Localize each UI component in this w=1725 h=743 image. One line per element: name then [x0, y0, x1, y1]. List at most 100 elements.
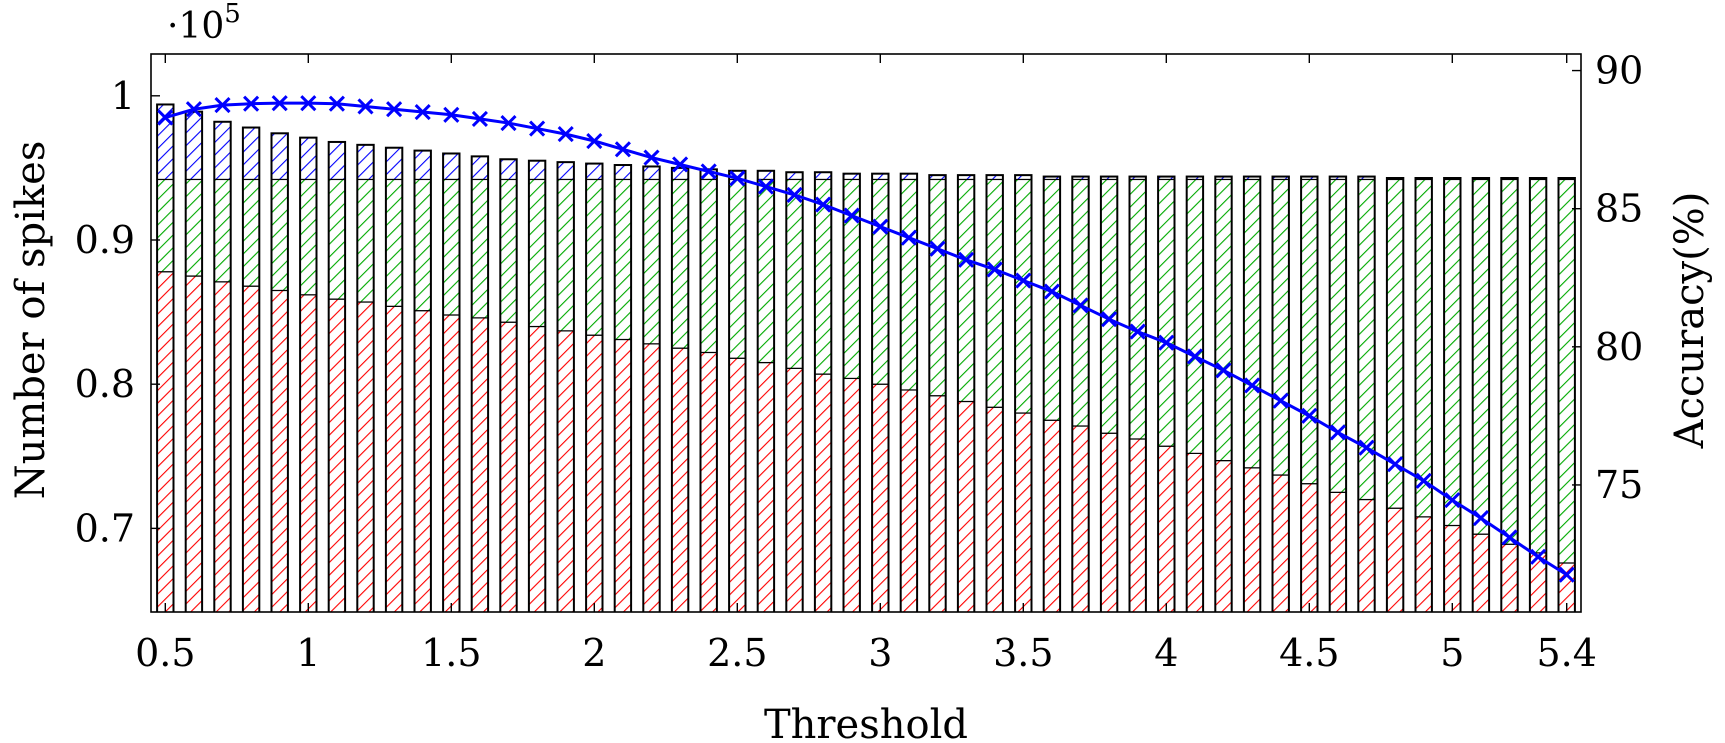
y-multiplier: ·105: [167, 0, 241, 47]
bar-red-segment: [471, 317, 489, 612]
y-right-tick-label: 90: [1595, 49, 1643, 93]
bar-red-segment: [699, 351, 718, 612]
bar-blue-segment: [585, 162, 604, 181]
bar-outline: [384, 146, 404, 612]
x-tick-label: 0.5: [135, 631, 195, 675]
bar-green-segment: [328, 178, 346, 300]
bar-blue-segment: [528, 160, 546, 181]
bar-green-segment: [728, 178, 747, 359]
accuracy-point: [1158, 334, 1175, 351]
accuracy-point: [1244, 377, 1261, 394]
bar-red-segment: [328, 298, 346, 612]
bar-green-segment: [928, 178, 947, 397]
bar-green-segment: [499, 178, 518, 323]
bar-blue-segment: [328, 141, 346, 181]
accuracy-point: [729, 170, 746, 187]
bar-red-segment: [1214, 460, 1233, 612]
bar-red-segment: [757, 361, 775, 612]
accuracy-point: [700, 163, 717, 180]
y-left-tick-label: 0.7: [75, 506, 135, 550]
bar-outline: [527, 159, 547, 612]
bar-outline: [413, 149, 432, 612]
accuracy-point: [1329, 424, 1346, 441]
bar-red-segment: [413, 310, 432, 612]
bar-outline: [1157, 175, 1176, 612]
bar-outline: [556, 161, 575, 612]
accuracy-point: [214, 97, 231, 114]
accuracy-point: [958, 251, 975, 268]
accuracy-point: [1415, 472, 1432, 489]
bar-blue-segment: [757, 170, 775, 181]
bar-green-segment: [585, 178, 604, 336]
bar-red-segment: [1329, 491, 1347, 612]
bar-outline: [842, 172, 861, 612]
bar-blue-segment: [213, 121, 232, 181]
accuracy-point: [1444, 492, 1461, 509]
accuracy-point: [1129, 323, 1146, 340]
bar-outline: [871, 172, 890, 612]
bar-green-segment: [213, 178, 232, 283]
bar-green-segment: [471, 178, 489, 319]
bar-outline: [785, 171, 804, 612]
bar-blue-segment: [242, 126, 260, 181]
bar-red-segment: [957, 400, 975, 612]
bar-outline: [270, 132, 289, 612]
y-left-tick-label: 0.9: [75, 218, 135, 262]
bar-outline: [1385, 177, 1405, 612]
accuracy-point: [586, 132, 603, 150]
accuracy-point: [843, 207, 860, 224]
bar-green-segment: [270, 178, 289, 292]
bar-outline: [813, 171, 833, 612]
bar-outline: [956, 174, 976, 612]
bar-outline: [899, 172, 919, 612]
bar-outline: [1328, 175, 1348, 612]
accuracy-point: [557, 126, 574, 143]
bar-red-segment: [242, 285, 260, 612]
bar-green-segment: [871, 178, 890, 385]
bar-outline: [241, 126, 261, 612]
accuracy-point: [157, 109, 174, 126]
bar-red-segment: [1043, 419, 1061, 612]
bar-outline: [1014, 174, 1033, 612]
bar-red-segment: [1271, 474, 1290, 612]
bar-outline: [985, 174, 1004, 612]
bar-red-segment: [270, 289, 289, 612]
accuracy-point: [271, 95, 288, 112]
bar-red-segment: [1443, 524, 1462, 612]
bar-green-segment: [556, 178, 575, 332]
bar-outline: [156, 103, 175, 612]
bar-green-segment: [185, 178, 203, 277]
bar-blue-segment: [471, 155, 489, 181]
bar-green-segment: [1014, 178, 1033, 414]
accuracy-point: [386, 101, 403, 118]
ticks-layer: 0.5 1 1.5 2 2.5 3 3.5 4 4.5 5 5.4 0.7 0.8 0.9 1 75 80 85 9…: [75, 49, 1644, 675]
x-axis-title: Threshold: [764, 702, 968, 743]
accuracy-line: [164, 101, 1568, 576]
accuracy-point: [1530, 548, 1547, 565]
bar-blue-segment: [785, 171, 804, 181]
bar-green-segment: [1271, 178, 1290, 476]
bar-outline: [1557, 177, 1576, 612]
bar-green-segment: [785, 178, 804, 369]
bar-outline: [756, 169, 776, 612]
accuracy-point: [900, 229, 917, 246]
bar-green-segment: [1443, 178, 1462, 527]
bar-green-segment: [413, 178, 432, 312]
bar-blue-segment: [642, 165, 661, 181]
bar-green-segment: [528, 178, 546, 328]
accuracy-point: [757, 178, 774, 195]
x-tick-label: 4: [1154, 631, 1178, 675]
bar-red-segment: [1300, 483, 1319, 612]
accuracy-point: [929, 240, 946, 257]
bar-green-segment: [642, 178, 661, 345]
accuracy-point: [185, 101, 202, 118]
bar-green-segment: [156, 178, 175, 273]
bar-red-segment: [442, 314, 461, 612]
accuracy-point: [1186, 348, 1203, 365]
bar-red-segment: [1386, 507, 1404, 612]
bar-green-segment: [1329, 178, 1347, 493]
bar-green-segment: [1043, 178, 1061, 421]
bar-outline: [184, 110, 204, 612]
bar-green-segment: [385, 178, 403, 307]
